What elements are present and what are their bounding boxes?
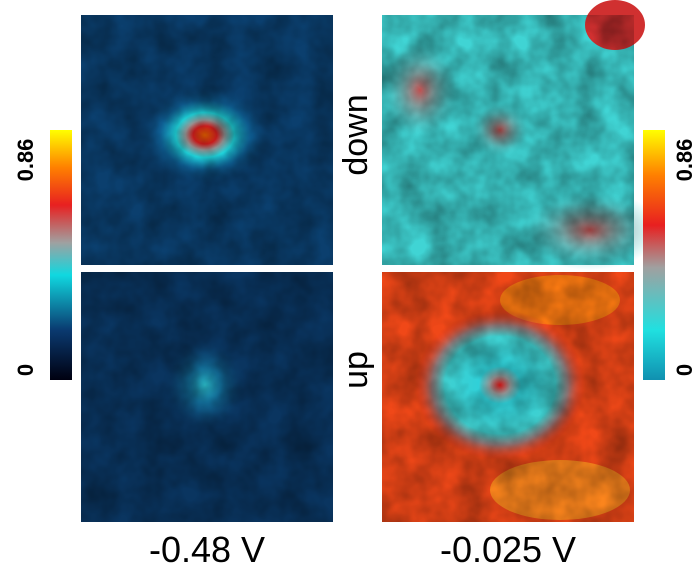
colorbar-tick: 0 <box>672 364 694 376</box>
colorbar-left <box>50 130 72 380</box>
colorbar-tick: 0.86 <box>13 139 38 182</box>
colorbar-right <box>643 130 665 380</box>
panel-bottom-right <box>382 272 634 522</box>
column-label: -0.48 V <box>149 529 265 567</box>
row-label: down <box>337 94 375 175</box>
panel-top-left <box>81 15 333 265</box>
column-label: -0.025 V <box>440 529 576 567</box>
colorbar-tick: 0 <box>13 364 38 376</box>
row-label: up <box>337 351 375 389</box>
panel-top-right <box>380 0 660 270</box>
colorbar-tick: 0.86 <box>672 139 694 182</box>
panel-bottom-left <box>81 272 333 522</box>
